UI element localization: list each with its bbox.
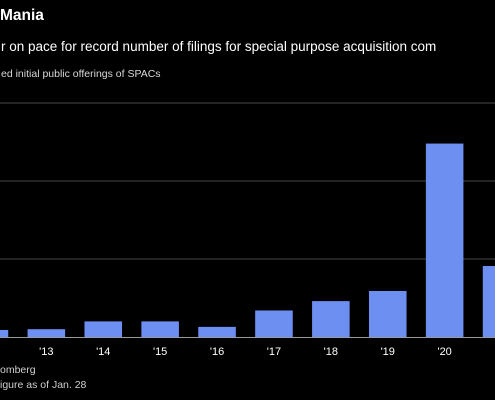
bar-6: [312, 301, 350, 337]
chart-note: ed initial public offerings of SPACs: [1, 68, 161, 80]
bar-3: [141, 321, 179, 337]
bar-5: [255, 310, 293, 337]
x-tick-label: '17: [267, 346, 281, 358]
x-tick-label: '18: [324, 346, 338, 358]
bar-8: [425, 143, 464, 337]
bars: [0, 143, 495, 337]
chart-title: Mania: [0, 7, 44, 24]
x-tick-label: '19: [381, 346, 395, 358]
x-tick-label: '16: [210, 346, 224, 358]
bar-2: [84, 321, 123, 337]
bar-7: [368, 290, 407, 337]
bar-4: [198, 326, 236, 337]
x-tick-label: '15: [153, 346, 167, 358]
gridlines: [0, 102, 495, 338]
source-text: omberg: [0, 364, 36, 376]
x-tick-label: '14: [96, 346, 110, 358]
bar-0: [0, 329, 9, 337]
x-tick-labels: '12'13'14'15'16'17'18'19'2020: [39, 346, 452, 358]
x-tick-label: '20: [437, 346, 451, 358]
bar-9: [482, 266, 495, 337]
x-tick-label: '13: [39, 346, 53, 358]
chart-subtitle: r on pace for record number of filings f…: [1, 39, 437, 54]
footnote-text: igure as of Jan. 28: [0, 379, 87, 391]
bar-1: [27, 329, 66, 337]
